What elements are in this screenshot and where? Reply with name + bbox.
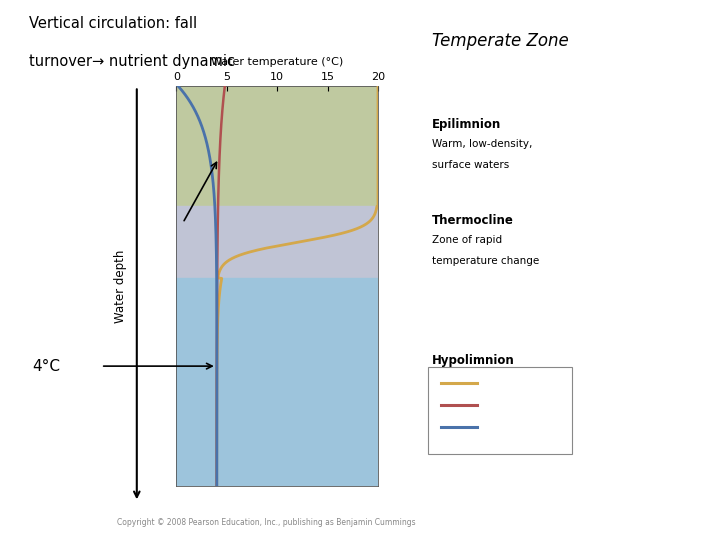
Bar: [428, 367, 572, 454]
X-axis label: Water temperature (°C): Water temperature (°C): [211, 57, 343, 66]
Text: Epilimnion: Epilimnion: [432, 118, 501, 131]
Bar: [176, 86, 378, 206]
Text: Water depth: Water depth: [114, 249, 127, 323]
Text: Summer: Summer: [485, 379, 528, 388]
Text: Winter: Winter: [485, 422, 519, 431]
Text: deep waters: deep waters: [432, 396, 497, 406]
Text: Temperate Zone: Temperate Zone: [432, 32, 569, 50]
Text: Fall: Fall: [485, 400, 502, 410]
Text: surface waters: surface waters: [432, 160, 509, 170]
Text: turnover→ nutrient dynamic: turnover→ nutrient dynamic: [29, 54, 235, 69]
Text: Zone of rapid: Zone of rapid: [432, 235, 502, 245]
Text: Hypolimnion: Hypolimnion: [432, 354, 515, 367]
Text: Vertical circulation: fall: Vertical circulation: fall: [29, 16, 197, 31]
Text: Thermocline: Thermocline: [432, 214, 514, 227]
Text: temperature change: temperature change: [432, 256, 539, 266]
Text: Copyright © 2008 Pearson Education, Inc., publishing as Benjamin Cummings: Copyright © 2008 Pearson Education, Inc.…: [117, 518, 415, 527]
Text: Cold, high-density,: Cold, high-density,: [432, 375, 531, 385]
Bar: [176, 278, 378, 486]
Text: 4°C: 4°C: [32, 359, 60, 374]
Bar: [176, 206, 378, 278]
Text: Warm, low-density,: Warm, low-density,: [432, 139, 532, 149]
